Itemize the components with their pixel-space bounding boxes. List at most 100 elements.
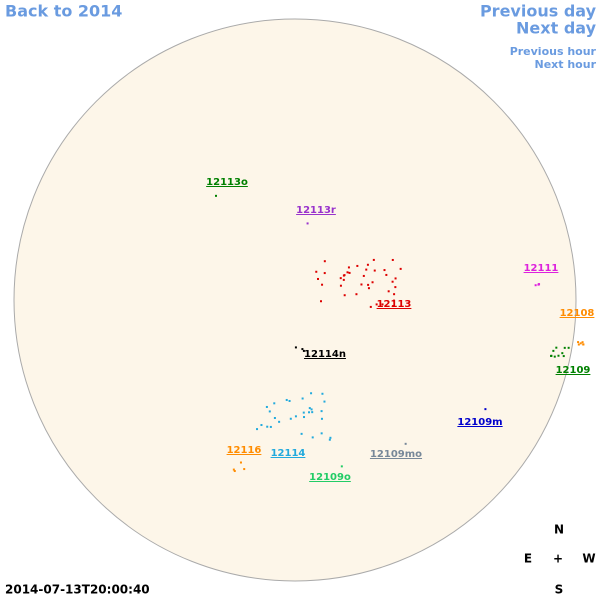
sunspot: [369, 305, 372, 308]
sunspot: [320, 410, 323, 413]
sunspot: [323, 272, 326, 275]
sunspot: [302, 411, 305, 414]
sunspot: [346, 271, 349, 274]
sunspot: [278, 420, 281, 423]
sunspot: [306, 222, 309, 225]
sunspot: [355, 293, 358, 296]
sunspot: [367, 287, 370, 290]
region-label[interactable]: 12111: [524, 263, 559, 274]
sunspot: [381, 303, 384, 306]
sunspot: [323, 260, 326, 263]
sunspot: [392, 305, 395, 308]
region-label[interactable]: 12113r: [296, 205, 336, 216]
sunspot: [301, 348, 304, 351]
previous-day-link[interactable]: Previous day: [480, 2, 597, 21]
sunspot: [273, 402, 276, 405]
sunspot: [294, 346, 297, 349]
compass-south: S: [555, 583, 564, 597]
sunspot: [367, 283, 370, 286]
region-label[interactable]: 12113: [377, 299, 412, 310]
sunspot: [383, 269, 386, 272]
sunspot: [577, 343, 580, 346]
sunspot: [582, 343, 585, 346]
compass-north: N: [554, 523, 564, 537]
sunspot: [372, 258, 375, 261]
region-label[interactable]: 12113o: [206, 177, 248, 188]
sunspot: [288, 399, 291, 402]
region-label[interactable]: 12109mo: [370, 449, 422, 460]
sunspot: [319, 300, 322, 303]
sunspot: [343, 294, 346, 297]
sunspot: [342, 274, 345, 277]
sunspot: [301, 397, 304, 400]
sunspot: [360, 283, 363, 286]
sunspot: [356, 264, 359, 267]
sunspot: [269, 425, 272, 428]
solar-disk: [13, 18, 577, 582]
sunspot: [339, 277, 342, 280]
sunspot: [387, 290, 390, 293]
next-day-link[interactable]: Next day: [516, 19, 597, 38]
region-label[interactable]: 12109: [556, 365, 591, 376]
sunspot: [385, 273, 388, 276]
sunspot: [294, 415, 297, 418]
sunspot: [310, 392, 313, 395]
sunspot: [328, 438, 331, 441]
sunspot: [393, 299, 396, 302]
sunspot: [329, 436, 332, 439]
sunspot: [373, 269, 376, 272]
sunspot: [239, 461, 242, 464]
sunspot: [321, 392, 324, 395]
timestamp: 2014-07-13T20:00:40: [5, 583, 150, 597]
sunspot: [323, 400, 326, 403]
sunspot: [266, 425, 269, 428]
sunspot: [581, 341, 584, 344]
sunspot: [561, 352, 564, 355]
previous-hour-link[interactable]: Previous hour: [510, 45, 597, 58]
sunspot: [315, 270, 318, 273]
sunspot: [391, 258, 394, 261]
compass-center: +: [553, 552, 563, 566]
region-label[interactable]: 12114: [271, 448, 306, 459]
sunspot: [273, 417, 276, 420]
sunspot: [484, 408, 487, 411]
sunspot: [362, 274, 365, 277]
sunspot: [567, 346, 570, 349]
compass-west: W: [582, 552, 595, 566]
region-label[interactable]: 12109m: [457, 417, 502, 428]
sunspot: [265, 405, 268, 408]
sunspot: [285, 398, 288, 401]
region-label[interactable]: 12108: [560, 308, 595, 319]
sunspot: [303, 416, 306, 419]
sunspot: [233, 470, 236, 473]
sunspot: [348, 271, 351, 274]
sunspot: [553, 355, 556, 358]
sunspot: [289, 417, 292, 420]
region-label[interactable]: 12114n: [304, 349, 346, 360]
region-label[interactable]: 12116: [227, 445, 262, 456]
sunspot: [243, 468, 246, 471]
sunspot: [260, 424, 263, 427]
sunspot: [375, 303, 378, 306]
sunspot: [371, 281, 374, 284]
sunspot: [347, 266, 350, 269]
sunspot: [256, 428, 259, 431]
sunspot: [550, 354, 553, 357]
sunspot: [394, 277, 397, 280]
sunspot: [339, 284, 342, 287]
sunspot: [308, 407, 311, 410]
compass-east: E: [524, 552, 532, 566]
region-label[interactable]: 12109o: [309, 472, 351, 483]
sunspot: [268, 410, 271, 413]
next-hour-link[interactable]: Next hour: [535, 58, 597, 71]
sunspot: [563, 346, 566, 349]
sunspot: [537, 283, 540, 286]
sunspot: [404, 442, 407, 445]
sunspot: [399, 267, 402, 270]
sunspot: [320, 432, 323, 435]
sunspot: [302, 349, 305, 352]
back-link[interactable]: Back to 2014: [5, 2, 122, 21]
sunspot: [320, 417, 323, 420]
sunspot: [577, 341, 580, 344]
